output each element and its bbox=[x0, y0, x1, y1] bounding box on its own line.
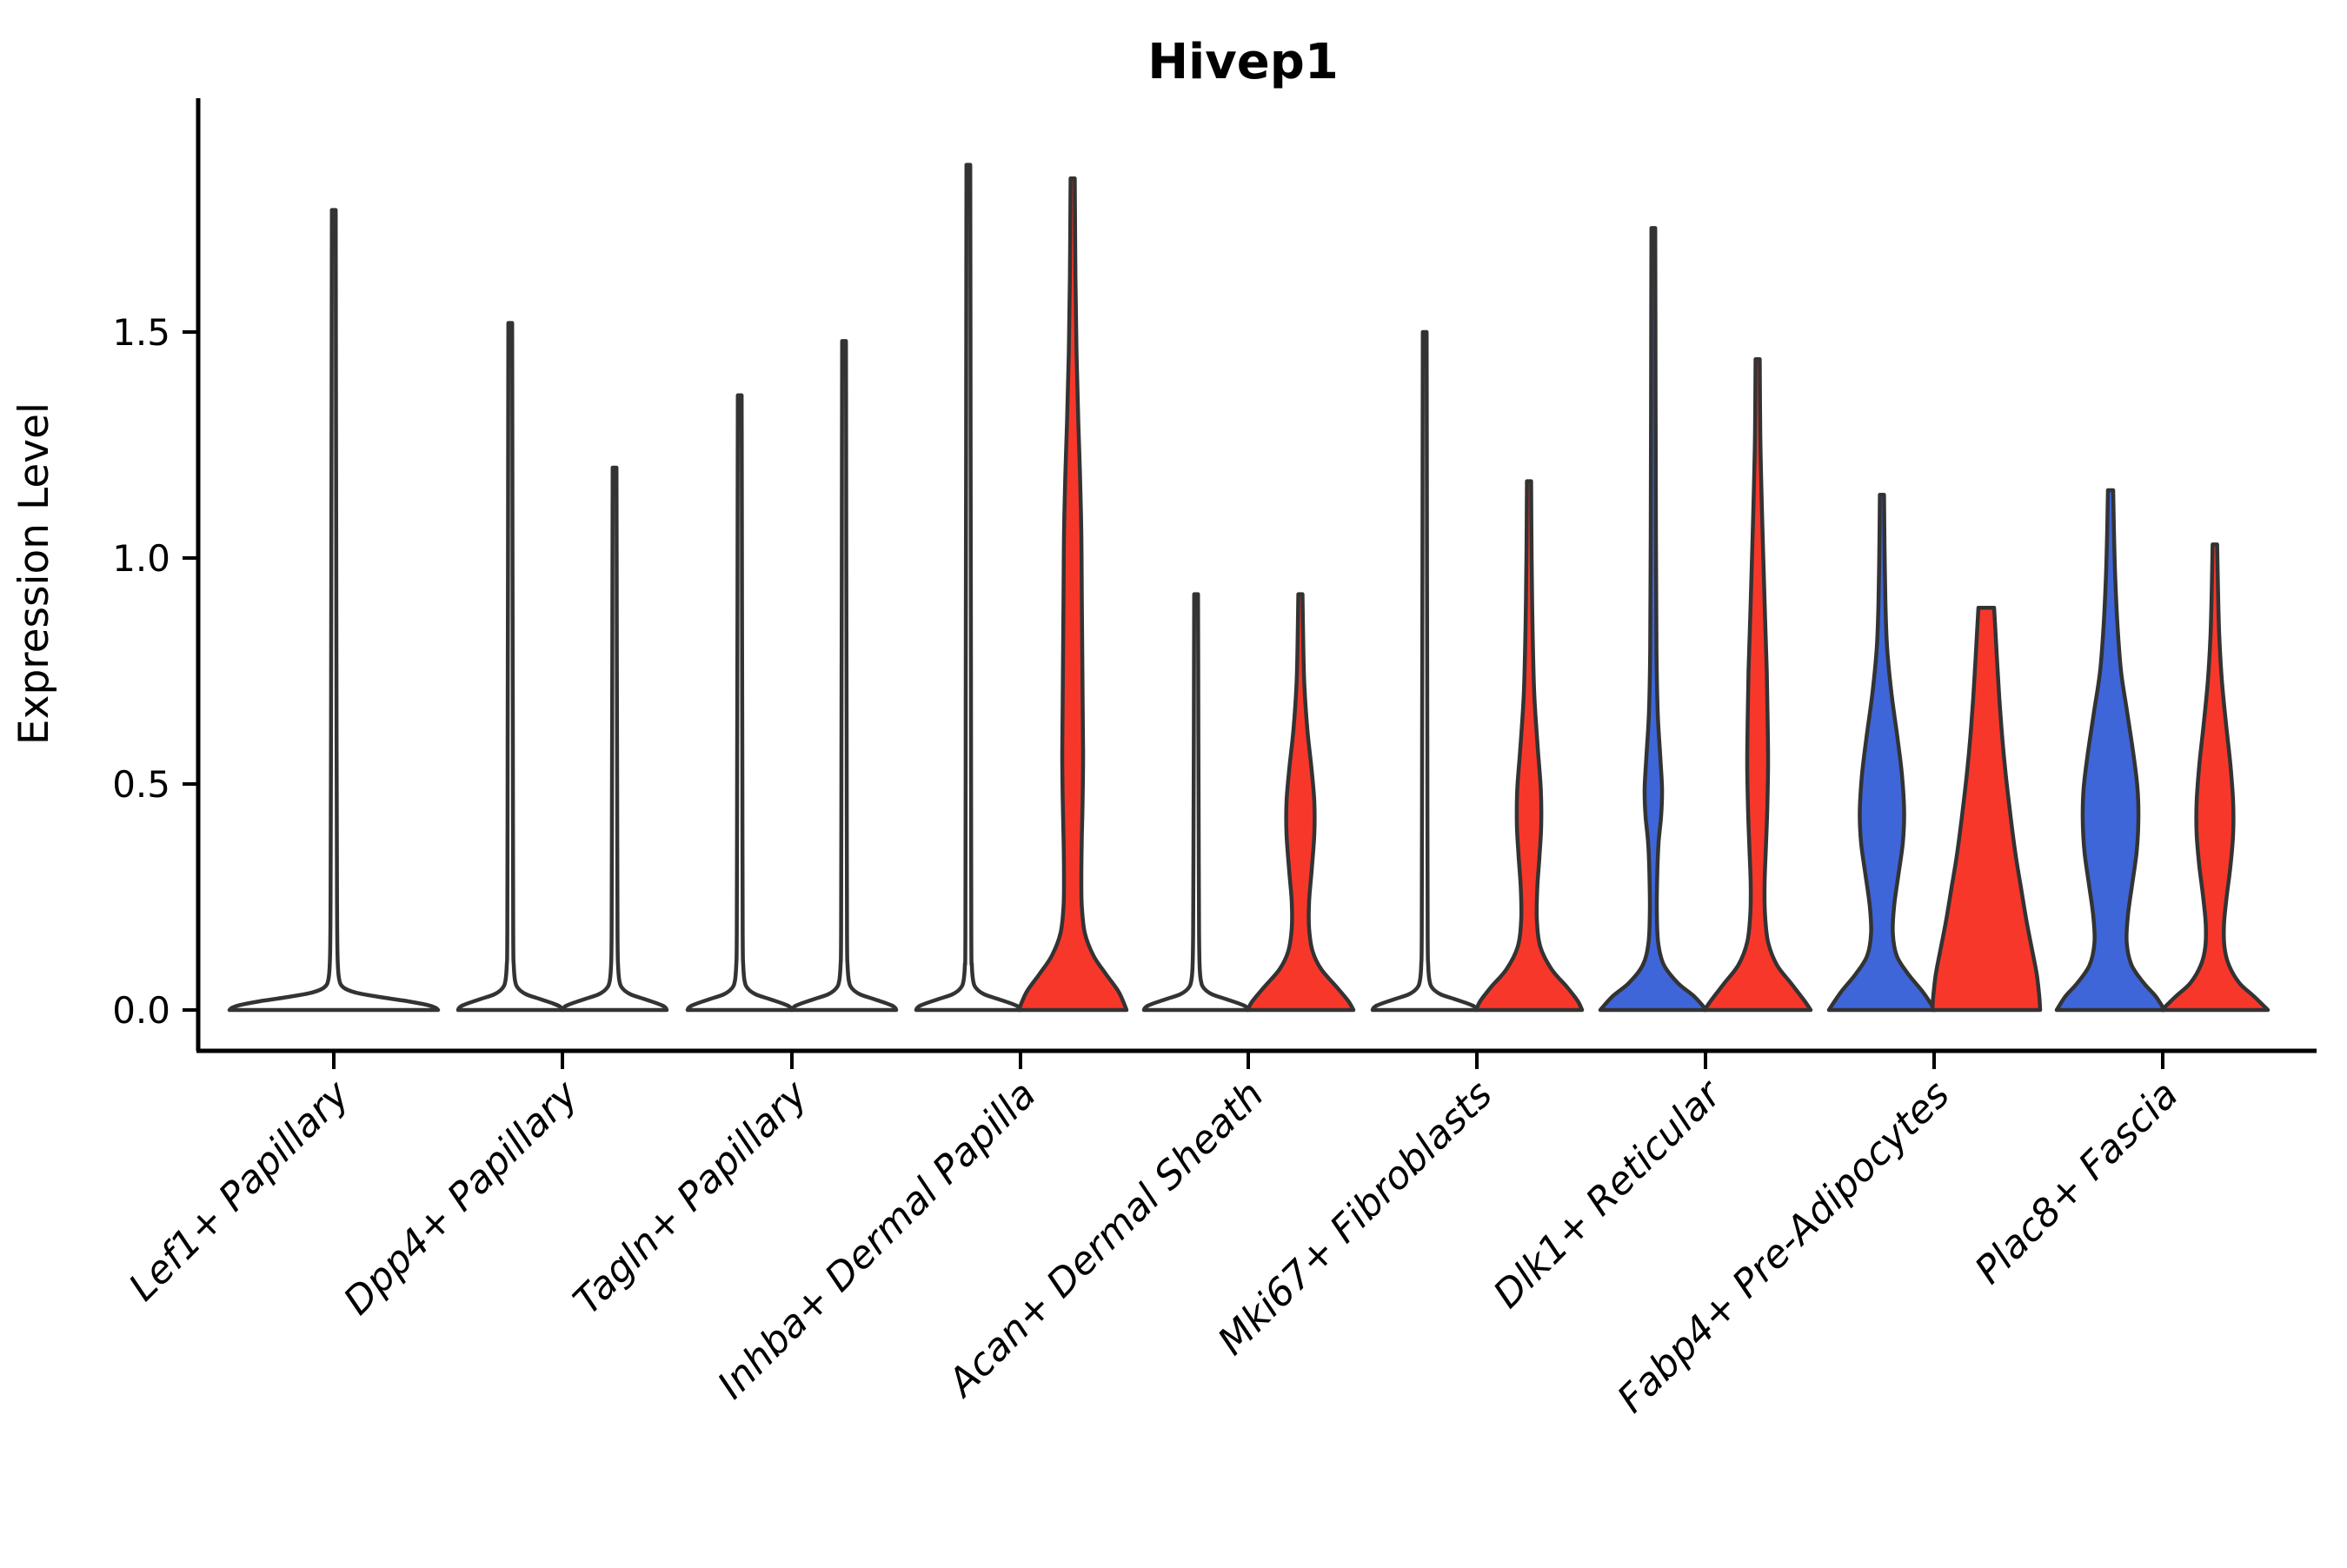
violin-2-0-white bbox=[685, 393, 795, 1013]
y-axis-ticks: 0.0 0.5 1.0 1.5 bbox=[112, 311, 198, 1032]
violin-group bbox=[227, 163, 2271, 1013]
y-tick-label-0.5: 0.5 bbox=[112, 763, 170, 806]
violin-1-0-white bbox=[455, 321, 565, 1013]
violin-7-0-blue bbox=[1826, 492, 1938, 1013]
violin-8-1-red bbox=[2159, 542, 2271, 1013]
violin-4-0-white bbox=[1141, 592, 1251, 1013]
y-tick-label-0.0: 0.0 bbox=[112, 989, 170, 1032]
violin-5-1-red bbox=[1473, 479, 1585, 1013]
violin-0-0-white bbox=[227, 208, 441, 1013]
violin-4-1-red bbox=[1245, 592, 1356, 1013]
violin-6-0-blue bbox=[1598, 226, 1709, 1013]
violin-1-1-white bbox=[560, 465, 669, 1013]
chart-title: Hivep1 bbox=[1147, 34, 1339, 90]
violin-5-0-white bbox=[1370, 329, 1479, 1013]
y-axis-label: Expression Level bbox=[10, 402, 58, 745]
x-category-label-6: Dlk1+ Reticular bbox=[1485, 1071, 1731, 1317]
violin-6-1-red bbox=[1702, 356, 1813, 1013]
violin-3-0-white bbox=[914, 163, 1023, 1013]
x-category-label-0: Lef1+ Papillary bbox=[121, 1072, 359, 1310]
violin-8-0-blue bbox=[2054, 488, 2167, 1013]
x-category-label-1: Dpp4+ Papillary bbox=[336, 1072, 588, 1324]
x-category-label-2: Tagln+ Papillary bbox=[565, 1072, 816, 1323]
y-tick-label-1.0: 1.0 bbox=[112, 537, 170, 580]
y-tick-label-1.5: 1.5 bbox=[112, 311, 170, 354]
violin-3-1-red bbox=[1016, 176, 1129, 1013]
violin-7-1-red bbox=[1930, 605, 2043, 1013]
x-category-label-8: Plac8+ Fascia bbox=[1966, 1073, 2186, 1292]
violin-2-1-white bbox=[789, 339, 899, 1013]
